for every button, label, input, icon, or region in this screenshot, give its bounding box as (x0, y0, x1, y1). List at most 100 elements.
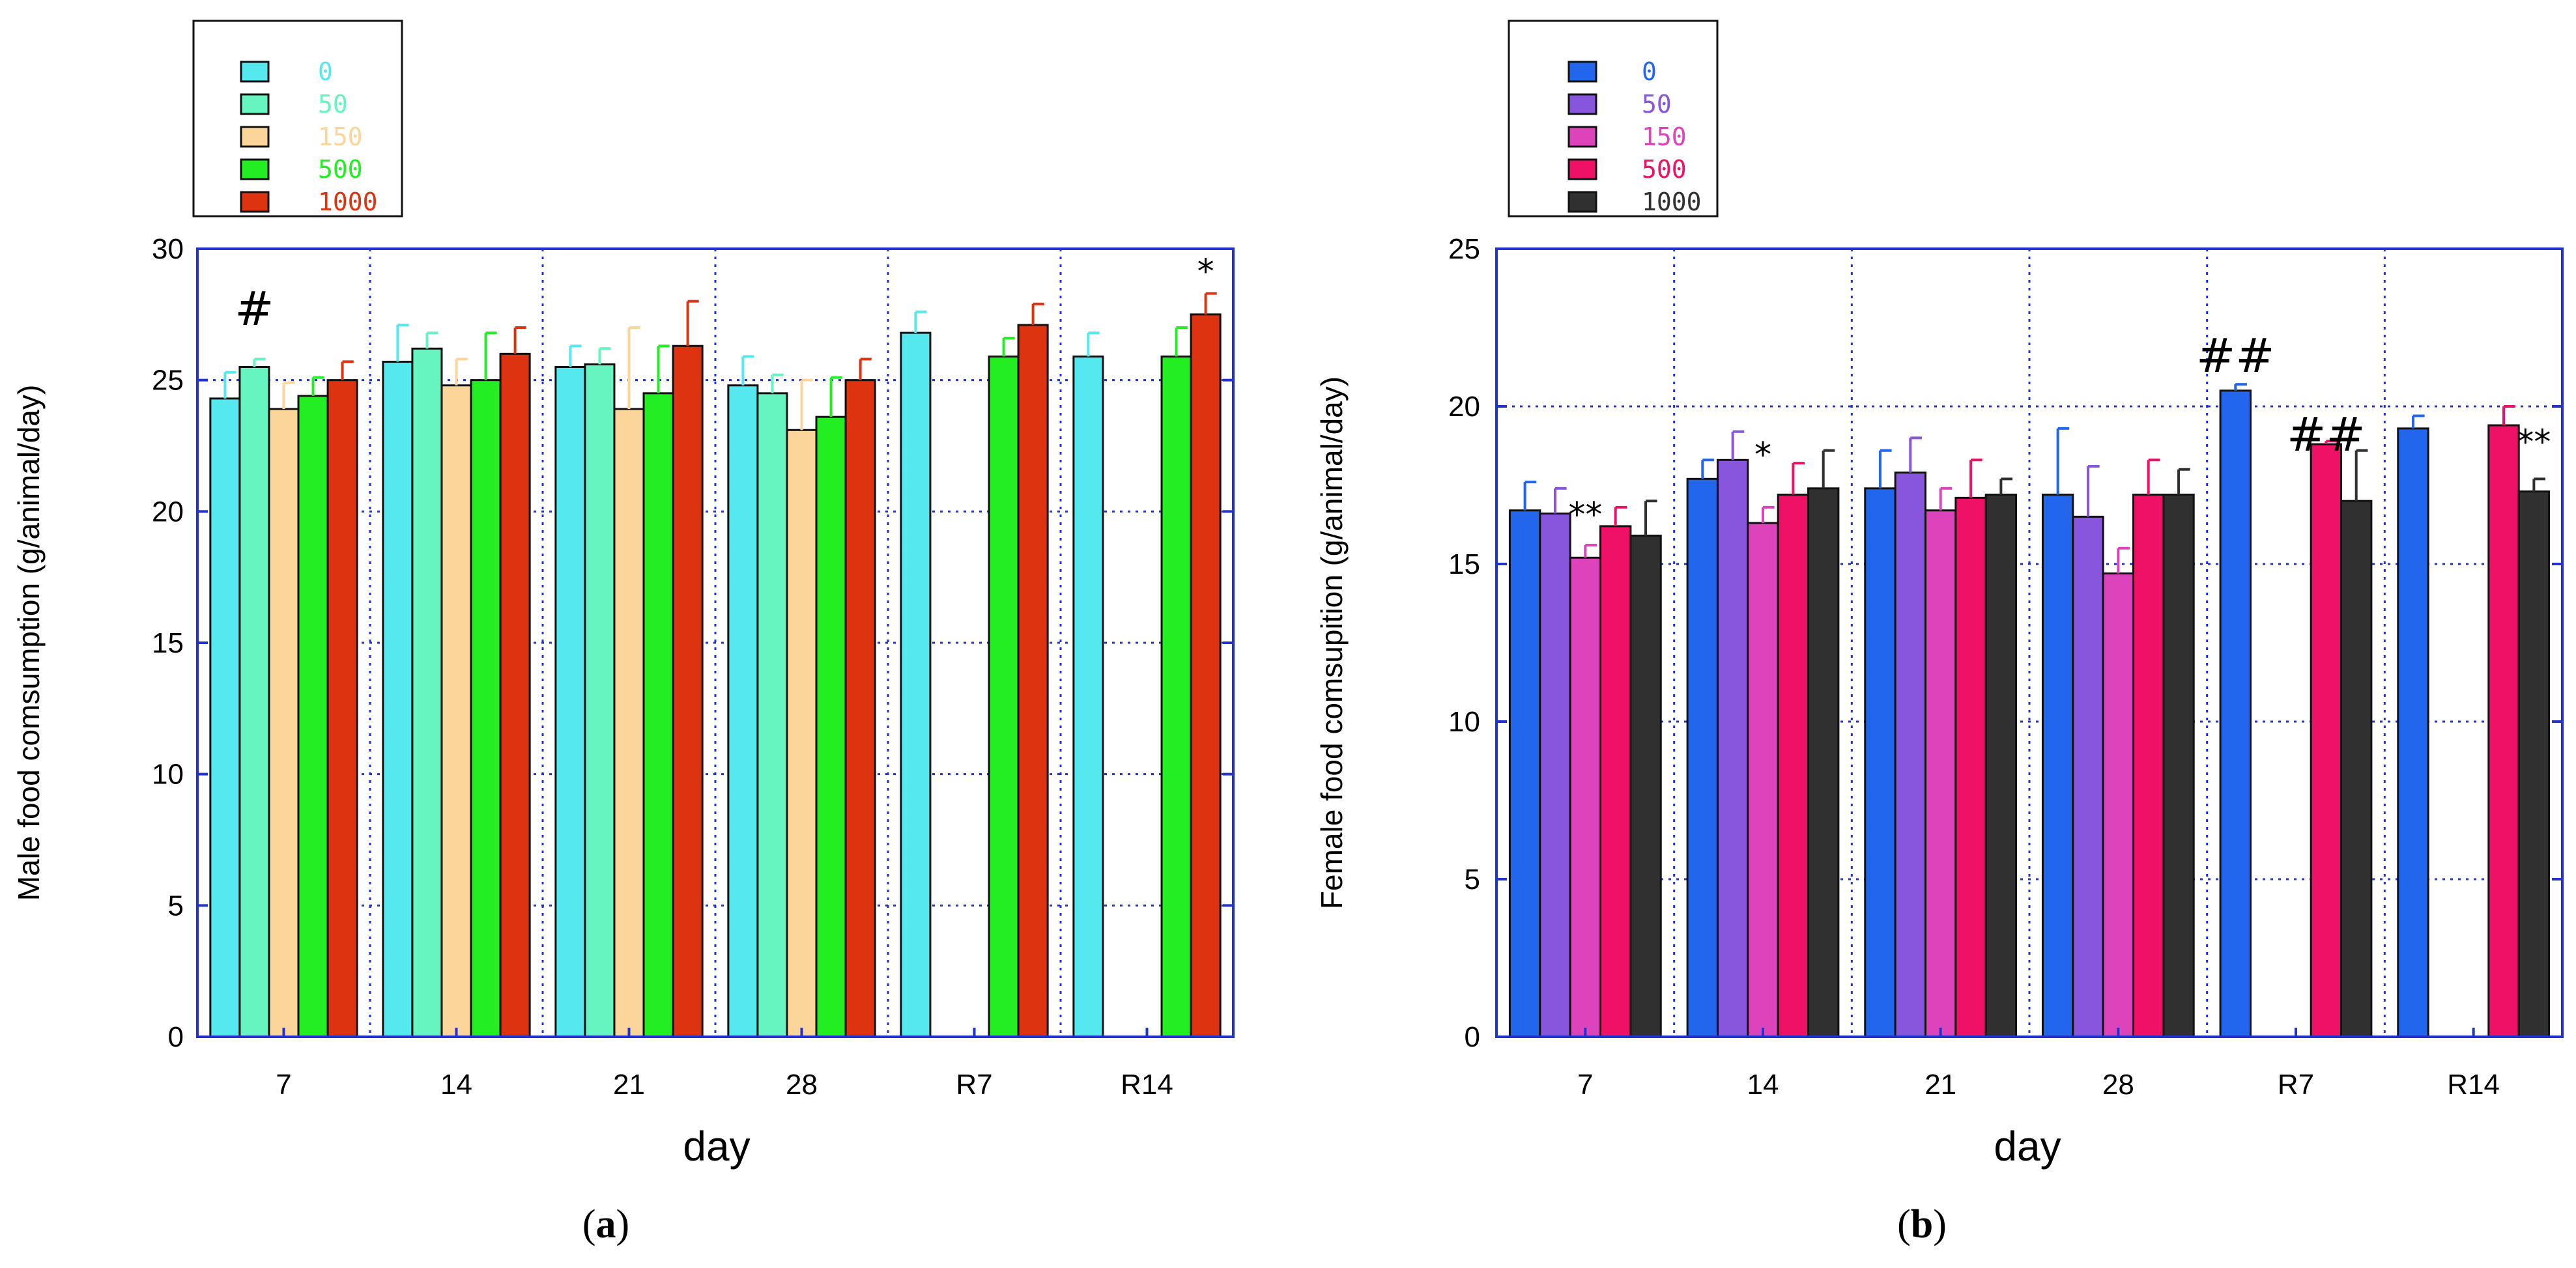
bar-150-day-14 (1747, 522, 1779, 1038)
panel-label: (a) (582, 1202, 629, 1247)
panel-label-open: ( (582, 1202, 596, 1247)
bar-0-day-7 (209, 397, 241, 1038)
legend-swatch-50 (240, 93, 270, 115)
bar-150-day-14 (440, 384, 472, 1038)
bar-500-day-R14 (1160, 355, 1192, 1038)
panel-label-letter: a (596, 1202, 616, 1247)
x-tick-label: 14 (440, 1069, 472, 1101)
legend-label-50: 50 (318, 90, 348, 119)
bar-500-day-7 (297, 395, 329, 1038)
legend-box (1508, 20, 1719, 218)
bar-1000-day-28 (844, 379, 876, 1038)
legend-label-500: 500 (318, 155, 363, 184)
x-tick-label: R7 (2278, 1069, 2314, 1101)
bar-500-day-21 (642, 392, 674, 1038)
bar-50-day-21 (584, 363, 616, 1038)
panel-label-close: ) (616, 1202, 630, 1247)
x-axis-title: day (683, 1123, 750, 1170)
bar-50-day-28 (756, 392, 788, 1038)
legend-swatch-0 (1567, 61, 1597, 83)
bar-150-day-7 (1569, 556, 1602, 1038)
significance-mark: * (1754, 436, 1771, 475)
bar-50-day-7 (238, 366, 270, 1038)
significance-mark: ** (1568, 496, 1602, 535)
y-tick-label: 10 (152, 759, 184, 791)
chart-panel-a: 0 5 10 15 20 25 30 7 14 21 28 R7 R14 Male food comsum… (12, 20, 1235, 1247)
bar-0-day-R14 (1072, 355, 1104, 1038)
significance-mark: # (235, 281, 274, 336)
y-tick-label: 5 (1465, 864, 1480, 895)
bar-150-day-28 (2102, 572, 2135, 1038)
bar-50-day-7 (1539, 513, 1571, 1038)
y-axis-title: Male food comsumption (g/animal/day) (12, 385, 46, 901)
bar-500-day-14 (1777, 494, 1810, 1038)
bar-0-day-21 (554, 366, 586, 1038)
y-axis-title: Female food comsupition (g/animal/day) (1315, 376, 1349, 909)
y-tick-label: 20 (1448, 391, 1480, 423)
bar-50-day-21 (1894, 472, 1926, 1038)
significance-mark: ## (2196, 328, 2275, 383)
bar-0-day-28 (727, 384, 759, 1038)
bar-1000-day-21 (1984, 494, 2018, 1038)
legend-label-500: 500 (1642, 155, 1687, 184)
x-tick-label: 14 (1747, 1069, 1779, 1101)
x-tick-label: R14 (2447, 1069, 2500, 1101)
bar-500-day-21 (1954, 496, 1987, 1038)
bar-50-day-28 (2072, 515, 2104, 1038)
bar-1000-day-R14 (2517, 490, 2551, 1038)
bar-1000-day-R14 (1190, 313, 1222, 1038)
y-tick-label: 20 (152, 496, 184, 528)
bar-50-day-14 (1716, 458, 1749, 1038)
bar-500-day-28 (2132, 494, 2165, 1038)
bar-500-day-7 (1599, 525, 1632, 1038)
bar-150-day-21 (1924, 509, 1957, 1038)
panel-label-close: ) (1933, 1202, 1947, 1247)
panel-label: (b) (1897, 1202, 1947, 1247)
panel-label-open: ( (1897, 1202, 1911, 1247)
bar-500-day-28 (815, 416, 847, 1038)
legend-swatch-0 (240, 61, 270, 83)
bar-0-day-21 (1864, 487, 1896, 1038)
legend-label-0: 0 (318, 57, 333, 86)
legend-swatch-50 (1567, 93, 1597, 115)
significance-mark: ## (2287, 407, 2366, 462)
legend-swatch-500 (240, 158, 270, 180)
legend-swatch-500 (1567, 158, 1597, 180)
bar-0-day-7 (1508, 509, 1541, 1038)
x-tick-label: 28 (786, 1069, 818, 1101)
y-tick-label: 15 (152, 627, 184, 659)
bar-150-day-21 (613, 408, 645, 1038)
bar-1000-day-7 (326, 379, 358, 1038)
bar-1000-day-21 (672, 345, 704, 1038)
significance-mark: ** (2517, 423, 2551, 462)
legend-label-150: 150 (1642, 122, 1687, 151)
x-tick-label: 28 (2102, 1069, 2134, 1101)
y-tick-label: 0 (168, 1021, 184, 1053)
y-tick-label: 30 (152, 233, 184, 265)
bar-1000-day-14 (499, 352, 531, 1038)
legend-label-0: 0 (1642, 57, 1657, 86)
bar-1000-day-14 (1807, 487, 1840, 1038)
bar-500-day-R7 (2310, 443, 2343, 1038)
bar-0-day-R7 (2219, 389, 2252, 1038)
legend: 0 50 150 500 1000 (1508, 20, 1719, 218)
bar-50-day-14 (411, 347, 443, 1038)
legend: 0 50 150 500 1000 (192, 20, 403, 218)
x-tick-label: 21 (1925, 1069, 1956, 1101)
y-tick-label: 25 (152, 365, 184, 397)
bar-150-day-7 (268, 408, 300, 1038)
bar-500-day-R7 (988, 355, 1020, 1038)
bar-0-day-14 (382, 360, 414, 1038)
y-tick-label: 25 (1448, 233, 1480, 265)
bar-500-day-R14 (2487, 424, 2520, 1038)
x-tick-label: 7 (1577, 1069, 1593, 1101)
y-tick-label: 0 (1465, 1021, 1480, 1053)
bar-150-day-28 (786, 429, 818, 1038)
y-tick-label: 5 (168, 890, 184, 922)
plot-frame (1495, 247, 2564, 1038)
legend-swatch-1000 (1567, 191, 1597, 213)
bar-500-day-14 (470, 379, 502, 1038)
legend-box (192, 20, 403, 218)
bar-0-day-14 (1686, 477, 1719, 1038)
